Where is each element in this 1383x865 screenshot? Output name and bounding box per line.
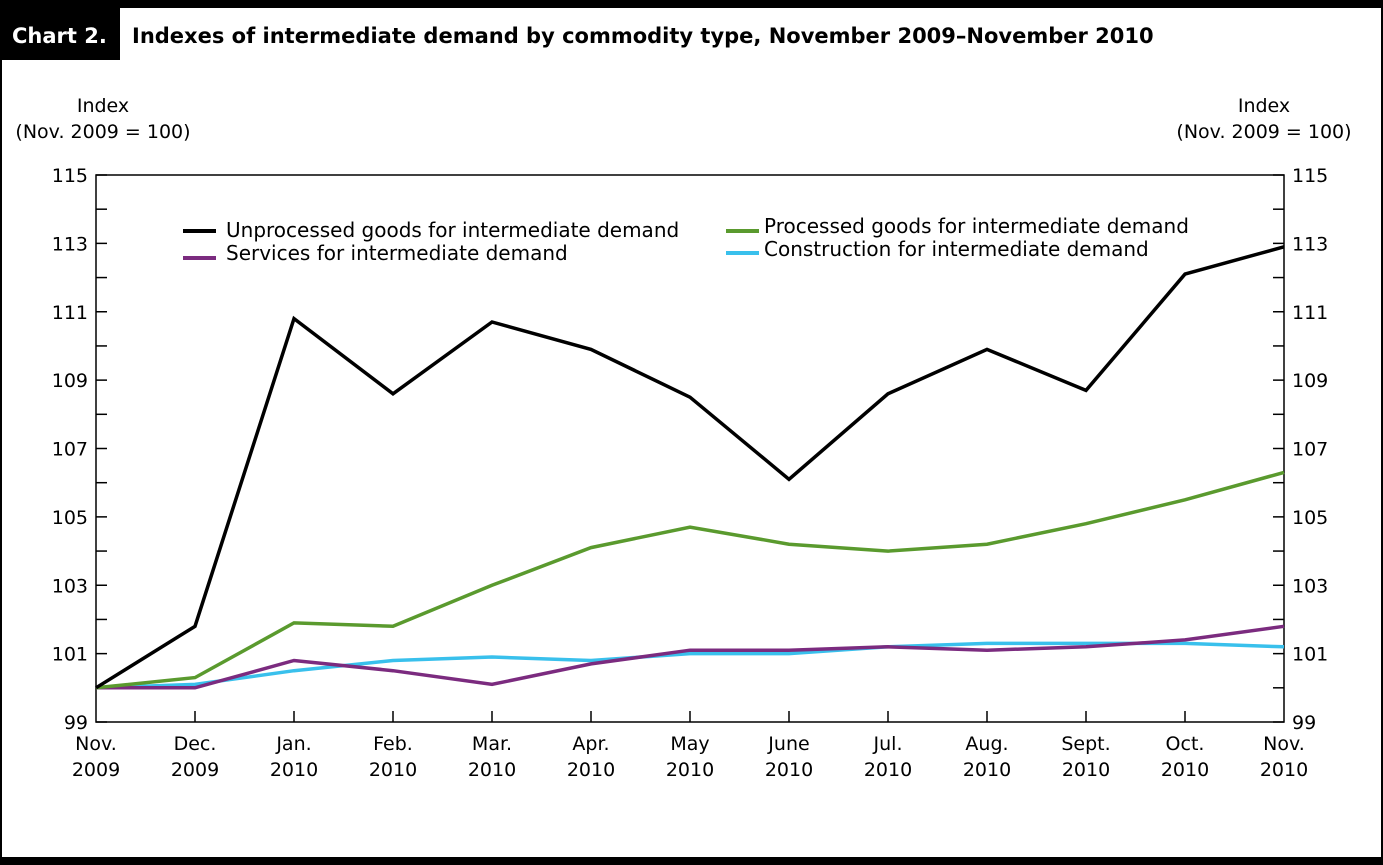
x-tick-label-year: 2010 bbox=[468, 759, 516, 781]
y-tick-label-left: 115 bbox=[52, 165, 88, 187]
x-axis-ticks: Nov. 2009 Dec. 2009 Jan. 2010 Feb. 2010 Mar. 2010… bbox=[72, 711, 1308, 781]
x-tick-label-year: 2010 bbox=[270, 759, 318, 781]
y-tick-label-right: 105 bbox=[1292, 507, 1328, 529]
right-axis-title-line2: (Nov. 2009 = 100) bbox=[1176, 121, 1351, 143]
y-tick-label-right: 103 bbox=[1292, 575, 1328, 597]
y-tick-label-left: 105 bbox=[52, 507, 88, 529]
x-tick-label-year: 2010 bbox=[1161, 759, 1209, 781]
x-tick-label-month: Jan. bbox=[275, 733, 311, 755]
series-lines bbox=[95, 245, 1285, 690]
x-tick-label-year: 2010 bbox=[666, 759, 714, 781]
x-tick-label-month: Jul. bbox=[873, 733, 903, 755]
x-tick-label-year: 2010 bbox=[963, 759, 1011, 781]
x-tick-label-month: Aug. bbox=[965, 733, 1008, 755]
x-tick-label-year: 2010 bbox=[567, 759, 615, 781]
left-axis-title-line1: Index bbox=[77, 95, 129, 117]
y-tick-label-right: 99 bbox=[1292, 712, 1316, 734]
x-tick-label-year: 2010 bbox=[1260, 759, 1308, 781]
x-tick-label-month: Dec. bbox=[174, 733, 217, 755]
x-tick-label-month: Nov. bbox=[1263, 733, 1305, 755]
header-badge-text: Chart 2. bbox=[12, 24, 107, 48]
y-tick-label-left: 99 bbox=[64, 712, 88, 734]
x-tick-label-month: May bbox=[670, 733, 709, 755]
y-tick-label-right: 107 bbox=[1292, 439, 1328, 461]
x-tick-label-month: Sept. bbox=[1061, 733, 1110, 755]
y-tick-label-right: 109 bbox=[1292, 370, 1328, 392]
right-axis-title-line1: Index bbox=[1238, 95, 1290, 117]
x-tick-label-month: Mar. bbox=[472, 733, 512, 755]
left-axis-title-line2: (Nov. 2009 = 100) bbox=[15, 121, 190, 143]
bottom-rule bbox=[0, 857, 1383, 865]
x-tick-label-month: June bbox=[767, 733, 809, 755]
x-tick-label-month: Feb. bbox=[373, 733, 413, 755]
y-tick-label-left: 103 bbox=[52, 575, 88, 597]
x-tick-label-year: 2010 bbox=[1062, 759, 1110, 781]
y-tick-label-right: 113 bbox=[1292, 233, 1328, 255]
header-badge bbox=[0, 0, 120, 60]
y-tick-label-left: 111 bbox=[52, 302, 88, 324]
x-tick-label-year: 2009 bbox=[171, 759, 219, 781]
y-tick-label-left: 109 bbox=[52, 370, 88, 392]
legend-label-services: Services for intermediate demand bbox=[226, 241, 568, 265]
x-tick-label-month: Apr. bbox=[572, 733, 609, 755]
y-tick-label-right: 115 bbox=[1292, 165, 1328, 187]
y-tick-label-right: 101 bbox=[1292, 644, 1328, 666]
legend-label-unprocessed: Unprocessed goods for intermediate deman… bbox=[226, 218, 679, 242]
legend: Unprocessed goods for intermediate deman… bbox=[183, 214, 1189, 265]
y-tick-label-right: 111 bbox=[1292, 302, 1328, 324]
x-tick-label-year: 2010 bbox=[864, 759, 912, 781]
series-processed-line bbox=[95, 470, 1285, 690]
legend-label-construction: Construction for intermediate demand bbox=[764, 237, 1149, 261]
header-top-rule bbox=[0, 0, 1383, 8]
x-tick-label-year: 2009 bbox=[72, 759, 120, 781]
x-tick-label-month: Nov. bbox=[75, 733, 117, 755]
x-tick-label-month: Oct. bbox=[1166, 733, 1205, 755]
y-tick-label-left: 107 bbox=[52, 439, 88, 461]
chart-title: Indexes of intermediate demand by commod… bbox=[132, 24, 1154, 48]
series-construction-line bbox=[95, 641, 1285, 690]
y-tick-label-left: 113 bbox=[52, 233, 88, 255]
y-tick-label-left: 101 bbox=[52, 644, 88, 666]
x-tick-label-year: 2010 bbox=[369, 759, 417, 781]
series-unprocessed-line bbox=[95, 245, 1285, 690]
y-axis-ticks: 99 99 101 101 103 103 105 105 107 107 109 109 111 111… bbox=[52, 165, 1329, 734]
x-tick-label-year: 2010 bbox=[765, 759, 813, 781]
legend-label-processed: Processed goods for intermediate demand bbox=[764, 214, 1189, 238]
